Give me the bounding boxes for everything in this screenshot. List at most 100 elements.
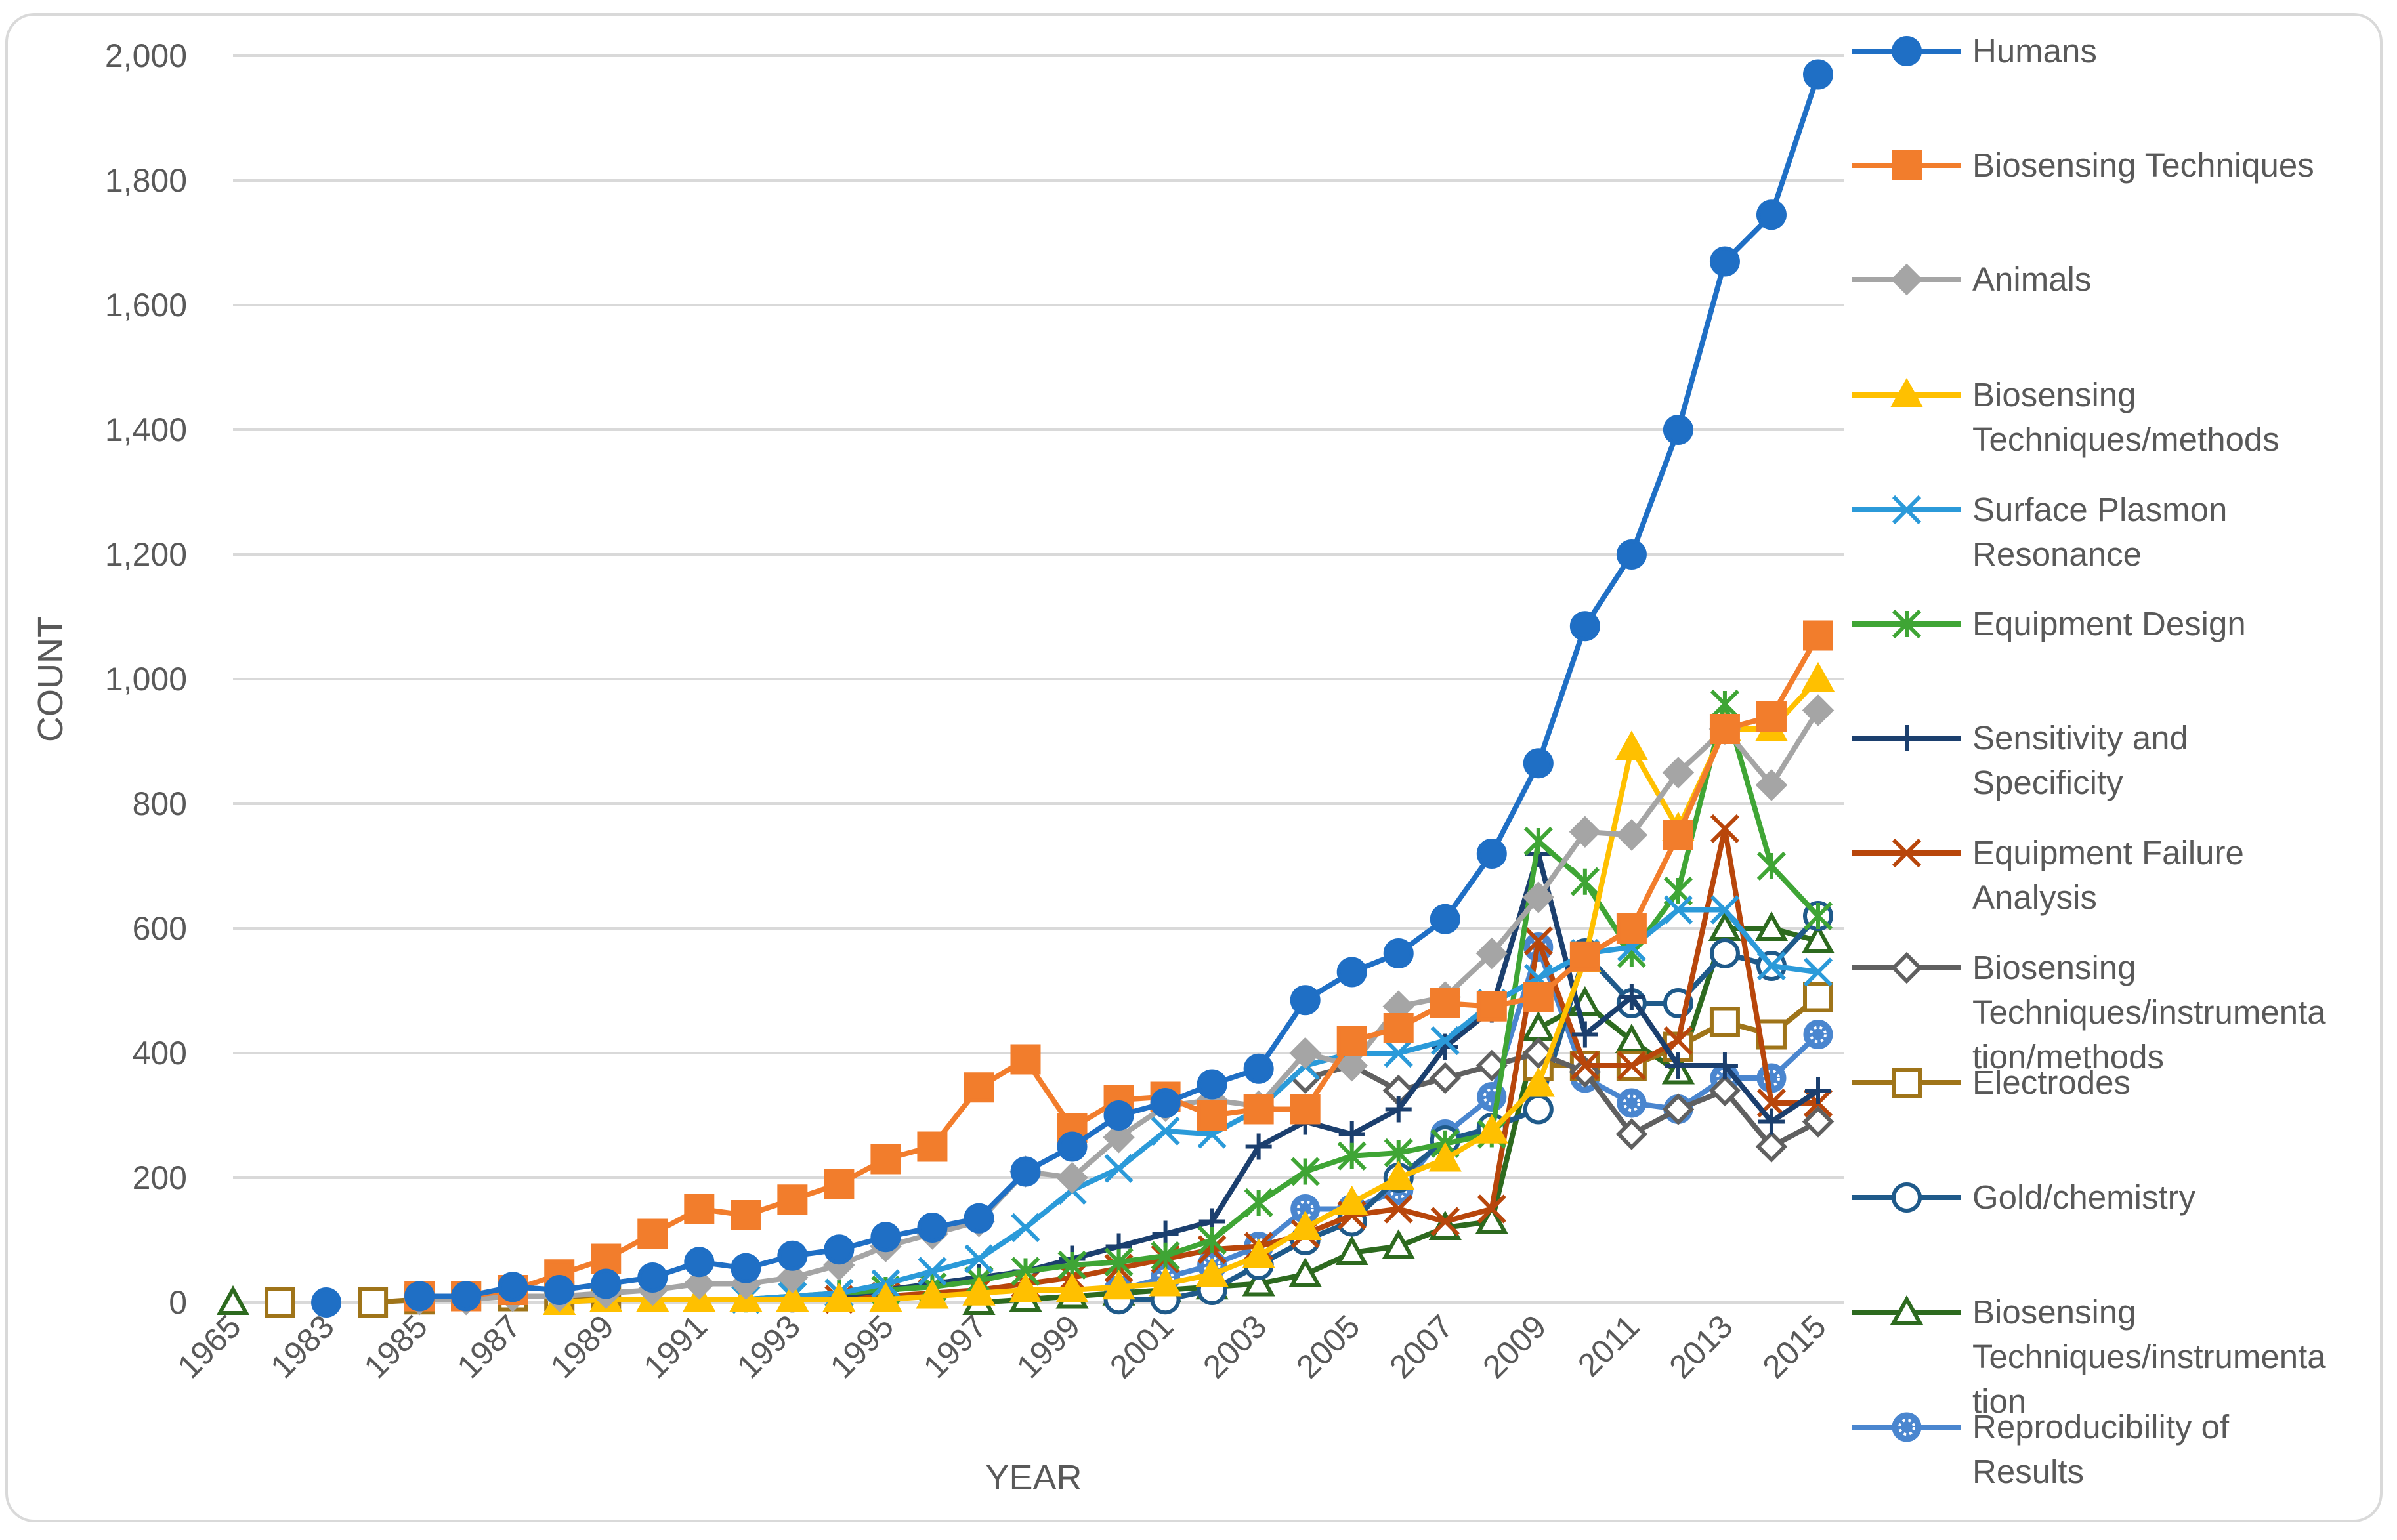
data-point-dots [1623,1094,1640,1112]
x-tick-label: 1985 [357,1308,435,1385]
legend-item[interactable]: Sensitivity and Specificity [1852,719,2188,801]
data-point [1523,982,1554,1012]
data-point [1055,1272,1089,1302]
data-point [1710,895,1740,925]
data-point [683,1268,715,1300]
data-point [1288,1257,1322,1287]
legend-item[interactable]: Surface Plasmon Resonance [1852,491,2227,573]
data-point [1755,769,1788,801]
series-layer [216,59,1835,1318]
data-point [1289,1037,1321,1070]
data-point [1009,1272,1042,1302]
series-line [372,995,1820,1305]
legend-item[interactable]: Biosensing Techniques/methods [1852,376,2280,458]
data-point [1570,1051,1600,1081]
data-point [1617,1051,1647,1081]
data-point [1711,1052,1738,1079]
x-tick-label: 1989 [543,1308,621,1385]
data-point-dots [1296,1200,1314,1218]
data-point [1709,714,1740,744]
data-point [1571,1021,1598,1048]
x-tick-label: 1999 [1009,1308,1087,1385]
data-point [1476,839,1507,869]
data-point [637,1218,668,1249]
legend-item[interactable]: Biosensing Techniques/instrumenta tion/met… [1852,949,2326,1075]
data-point [1383,938,1414,968]
data-point-dots [1898,1419,1915,1436]
data-point [684,1247,715,1278]
data-point [1892,1182,1922,1213]
legend-item[interactable]: Electrodes [1852,1064,2131,1101]
data-point [1476,991,1507,1022]
data-point [1103,1121,1135,1154]
data-point-dots [1810,1026,1827,1043]
data-point [1709,1007,1740,1037]
data-point [1618,984,1645,1010]
legend-label: Biosensing Techniques/methods [1972,376,2280,458]
legend-item[interactable]: Biosensing Techniques/instrumenta tion [1852,1293,2326,1420]
legend-label: Reproducibility of Results [1972,1408,2230,1490]
data-point [1756,951,1787,981]
data-point [1803,620,1833,651]
data-point [1890,377,1924,407]
x-tick-label: 2005 [1289,1308,1367,1385]
series-11 [216,911,1835,1315]
data-point [964,1072,994,1103]
data-point [1523,1094,1554,1125]
data-point [1102,1270,1135,1300]
legend-item[interactable]: Animals [1852,260,2091,298]
y-tick-label: 1,800 [105,162,187,199]
data-point [1011,1213,1040,1243]
data-point [916,1279,949,1309]
data-point [1802,1106,1835,1138]
data-point [1150,1088,1181,1118]
y-axis-title: COUNT [31,616,70,742]
data-point [731,1253,761,1283]
data-point [1336,1049,1368,1082]
series-line [1118,944,1820,1293]
data-point [1570,867,1600,896]
data-point [1756,701,1787,732]
data-point [824,1169,855,1199]
legend-label: Surface Plasmon Resonance [1972,491,2227,573]
data-point-dots [1762,1070,1780,1087]
y-tick-label: 1,600 [105,287,187,323]
x-tick-label: 2007 [1382,1308,1460,1385]
legend-item[interactable]: Equipment Failure Analysis [1852,834,2244,916]
legend-item[interactable]: Humans [1852,32,2097,70]
y-tick-label: 1,400 [105,411,187,448]
data-point [1195,1257,1229,1287]
data-point [1244,1188,1273,1218]
legend-item[interactable]: Gold/chemistry [1852,1178,2196,1216]
y-tick-label: 400 [133,1035,187,1072]
legend-label: Biosensing Techniques/instrumenta tion/met… [1972,949,2326,1075]
data-point [1756,199,1787,230]
series-line [1118,914,1820,1302]
data-point [1892,838,1922,868]
x-tick-label: 2015 [1756,1308,1833,1385]
legend-item[interactable]: Biosensing Techniques [1852,146,2314,184]
legend[interactable]: Humans Biosensing Techniques Animals Biosen… [1852,32,2326,1490]
y-tick-label: 0 [169,1284,187,1321]
legend-label: Electrodes [1972,1064,2131,1101]
series-line [419,634,1821,1299]
legend-item[interactable]: Equipment Design [1852,605,2246,642]
data-point [1521,1010,1555,1041]
data-point [870,1144,901,1175]
legend-item[interactable]: Reproducibility of Results [1852,1408,2230,1490]
data-point [1197,1100,1227,1131]
x-axis-title: YEAR [985,1458,1082,1497]
data-point [1151,1116,1180,1146]
data-point [358,1287,389,1318]
data-point [870,1222,901,1253]
data-point [591,1268,622,1299]
data-point [1335,1185,1368,1215]
data-point [1383,1013,1414,1043]
data-point [1057,1131,1088,1162]
data-point [1430,1207,1460,1236]
data-point [1569,611,1600,642]
data-point [1892,609,1922,639]
data-point [1288,1210,1322,1240]
gridlines [233,54,1844,1304]
series-0 [311,59,1833,1318]
